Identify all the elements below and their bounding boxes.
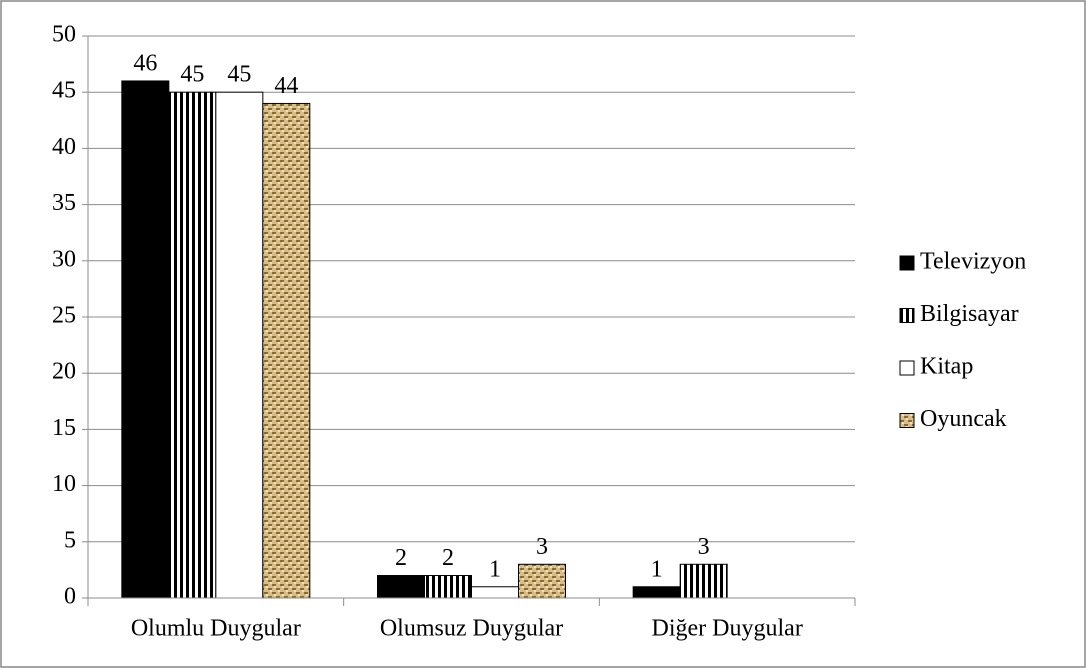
data-label: 1 — [651, 556, 663, 582]
y-tick-label: 30 — [52, 246, 76, 272]
legend-swatch — [899, 255, 915, 271]
data-label: 1 — [489, 556, 501, 582]
legend-label: Bilgisayar — [920, 301, 1019, 327]
bar — [377, 575, 425, 599]
data-label: 46 — [133, 50, 157, 76]
y-tick-label: 15 — [52, 415, 76, 441]
data-label: 3 — [536, 534, 548, 560]
bar — [215, 91, 264, 599]
data-label: 2 — [395, 545, 407, 571]
x-tick-label: Olumsuz Duygular — [380, 616, 563, 642]
bar — [518, 563, 566, 599]
x-tick-label: Olumlu Duygular — [131, 616, 301, 642]
y-tick-label: 40 — [52, 134, 76, 160]
data-label: 45 — [180, 62, 204, 88]
bar — [471, 586, 519, 599]
y-tick-label: 20 — [52, 359, 76, 385]
legend-swatch — [899, 360, 915, 376]
bar — [168, 91, 217, 599]
legend-swatch — [899, 308, 915, 323]
y-tick-label: 50 — [52, 22, 76, 48]
data-label: 45 — [227, 62, 251, 88]
bar — [632, 586, 681, 599]
bar — [262, 102, 311, 599]
y-tick-label: 35 — [52, 190, 76, 216]
y-tick-label: 45 — [52, 78, 76, 104]
y-tick-label: 25 — [52, 303, 76, 329]
bar — [424, 575, 472, 599]
bar — [121, 80, 170, 599]
legend-label: Oyuncak — [920, 406, 1007, 432]
y-tick-label: 5 — [64, 527, 76, 553]
y-tick-label: 0 — [64, 584, 76, 610]
legend-label: Televizyon — [920, 249, 1026, 275]
data-label: 3 — [698, 534, 710, 560]
data-label: 2 — [442, 545, 454, 571]
x-tick-label: Diğer Duygular — [652, 616, 803, 642]
legend-label: Kitap — [920, 354, 973, 380]
y-tick-label: 10 — [52, 471, 76, 497]
data-label: 44 — [274, 73, 298, 99]
legend-swatch — [899, 413, 915, 428]
bar — [679, 563, 728, 599]
